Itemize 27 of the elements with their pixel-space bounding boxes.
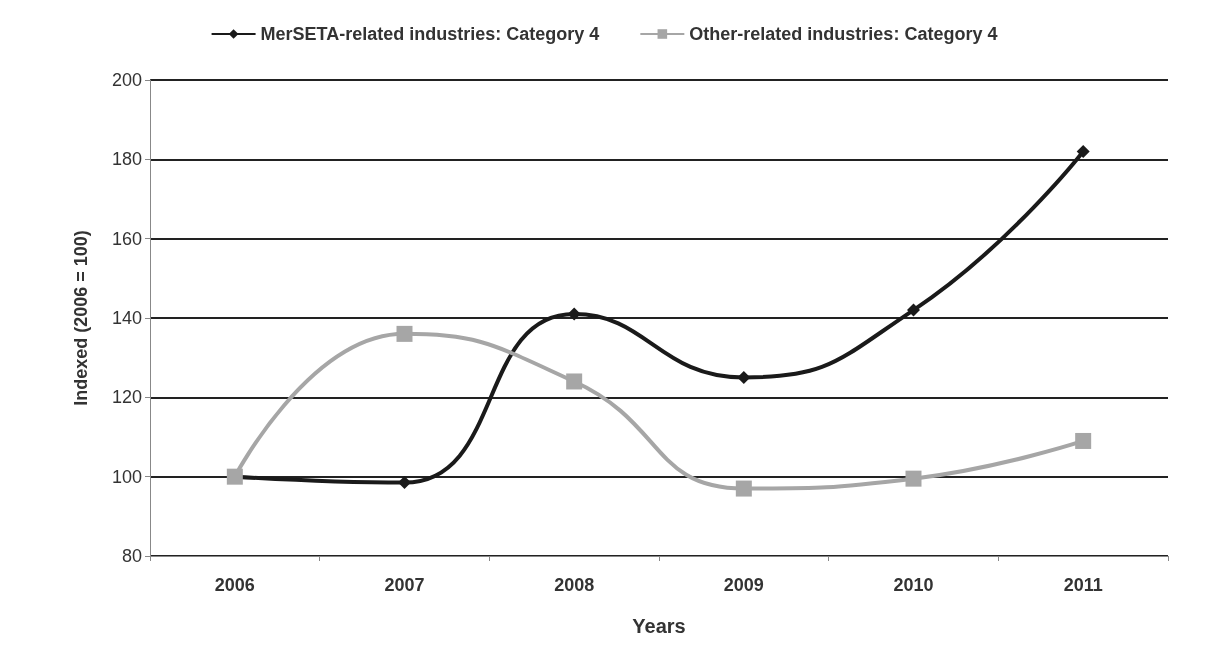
point bbox=[396, 325, 413, 342]
x-axis-title: Years bbox=[632, 615, 686, 637]
point bbox=[737, 371, 751, 384]
point bbox=[566, 373, 583, 390]
x-tick-label: 2008 bbox=[554, 575, 595, 595]
x-tick-label: 2006 bbox=[214, 575, 255, 595]
legend-label: MerSETA-related industries: Category 4 bbox=[260, 24, 600, 44]
y-tick-label: 80 bbox=[121, 546, 142, 566]
point bbox=[567, 307, 581, 321]
y-tick-label: 160 bbox=[111, 228, 142, 249]
x-tick-label: 2011 bbox=[1063, 575, 1103, 595]
legend-label: Other-related industries: Category 4 bbox=[689, 24, 998, 44]
point bbox=[905, 470, 922, 487]
point bbox=[907, 303, 920, 317]
x-tick-label: 2009 bbox=[723, 575, 764, 595]
y-tick-label: 200 bbox=[111, 70, 142, 90]
point bbox=[735, 480, 752, 497]
y-tick-label: 180 bbox=[111, 149, 142, 170]
point bbox=[1076, 144, 1090, 158]
y-tick-label: 120 bbox=[111, 387, 142, 408]
y-axis-title: Indexed (2006 = 100) bbox=[71, 230, 91, 406]
x-tick-label: 2010 bbox=[893, 575, 934, 595]
x-tick-label: 2007 bbox=[384, 575, 425, 595]
point bbox=[1075, 432, 1092, 449]
y-tick-label: 140 bbox=[111, 308, 142, 328]
y-tick-label: 100 bbox=[111, 466, 142, 487]
point bbox=[398, 476, 411, 490]
